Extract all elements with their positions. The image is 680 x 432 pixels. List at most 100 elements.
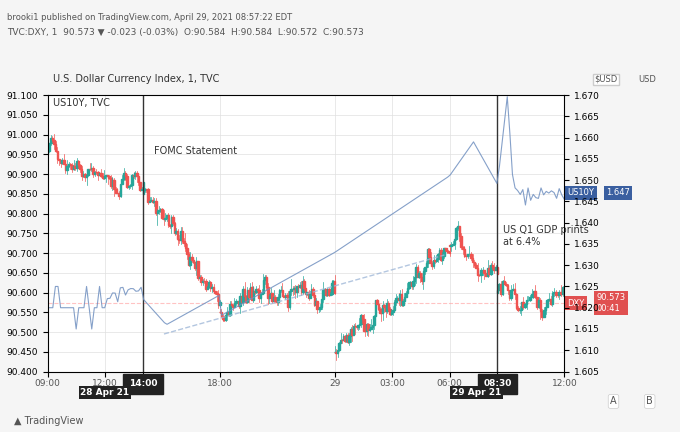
Bar bbox=[102, 176, 103, 178]
Bar bbox=[311, 289, 312, 294]
Bar bbox=[284, 295, 286, 297]
Bar bbox=[301, 285, 302, 292]
Bar bbox=[110, 178, 112, 186]
Bar bbox=[357, 325, 359, 327]
Bar bbox=[560, 292, 562, 294]
Bar bbox=[315, 301, 317, 305]
Bar bbox=[270, 293, 271, 296]
Bar bbox=[63, 160, 65, 164]
Bar bbox=[405, 292, 407, 297]
Bar bbox=[68, 164, 69, 166]
Bar bbox=[511, 290, 512, 298]
Text: FOMC Statement: FOMC Statement bbox=[154, 146, 237, 156]
Bar bbox=[352, 328, 353, 335]
Bar bbox=[379, 309, 381, 313]
Bar bbox=[165, 218, 166, 219]
Bar bbox=[47, 151, 48, 154]
Bar bbox=[149, 201, 150, 202]
Bar bbox=[462, 247, 464, 249]
Bar bbox=[133, 175, 135, 176]
Text: USD: USD bbox=[638, 75, 656, 84]
Bar bbox=[350, 328, 352, 337]
Bar bbox=[245, 296, 247, 302]
Bar bbox=[71, 165, 73, 169]
Bar bbox=[331, 283, 333, 294]
Bar bbox=[232, 305, 234, 307]
Bar bbox=[76, 161, 78, 168]
Bar bbox=[163, 218, 165, 219]
Bar bbox=[50, 138, 52, 143]
Bar bbox=[452, 244, 454, 245]
Bar bbox=[122, 179, 123, 184]
Bar bbox=[449, 252, 450, 253]
Bar bbox=[118, 193, 120, 197]
Bar bbox=[538, 299, 539, 307]
Bar bbox=[427, 248, 428, 263]
Text: US10Y, TVC: US10Y, TVC bbox=[53, 98, 109, 108]
Bar bbox=[290, 289, 292, 292]
Bar bbox=[408, 282, 409, 288]
Bar bbox=[199, 277, 201, 278]
Text: brooki1 published on TradingView.com, April 29, 2021 08:57:22 EDT: brooki1 published on TradingView.com, Ap… bbox=[7, 13, 292, 22]
Bar bbox=[260, 294, 261, 298]
Bar bbox=[496, 290, 498, 292]
Bar bbox=[500, 283, 502, 295]
Bar bbox=[112, 180, 114, 186]
Bar bbox=[130, 185, 131, 186]
Bar bbox=[84, 174, 86, 177]
Bar bbox=[257, 289, 258, 290]
Bar bbox=[58, 159, 60, 160]
Bar bbox=[353, 326, 354, 335]
Bar bbox=[457, 226, 458, 229]
Bar bbox=[449, 245, 450, 246]
Bar bbox=[258, 290, 260, 298]
Bar bbox=[97, 172, 99, 175]
Bar bbox=[536, 297, 538, 307]
Bar bbox=[545, 307, 546, 310]
Bar bbox=[413, 282, 414, 286]
Bar bbox=[299, 285, 301, 287]
Bar bbox=[348, 337, 350, 342]
Bar bbox=[288, 296, 289, 307]
Bar bbox=[80, 165, 81, 168]
Bar bbox=[551, 293, 553, 304]
Bar bbox=[219, 302, 220, 305]
Bar bbox=[394, 302, 395, 310]
Bar bbox=[407, 288, 408, 292]
Bar bbox=[194, 263, 196, 268]
Bar bbox=[286, 295, 288, 296]
Bar bbox=[279, 290, 280, 297]
Bar bbox=[483, 270, 485, 273]
Bar bbox=[52, 138, 53, 140]
Bar bbox=[358, 324, 360, 325]
Bar bbox=[415, 267, 417, 277]
Bar bbox=[101, 174, 102, 176]
Bar bbox=[144, 189, 146, 190]
Bar bbox=[213, 286, 214, 291]
Bar bbox=[158, 210, 160, 211]
Bar bbox=[432, 260, 435, 266]
Bar bbox=[214, 291, 216, 293]
Bar bbox=[252, 291, 254, 300]
Bar bbox=[171, 217, 172, 226]
Bar bbox=[207, 286, 208, 289]
Bar bbox=[488, 268, 490, 274]
Bar bbox=[541, 311, 543, 317]
Bar bbox=[155, 201, 156, 213]
Bar bbox=[389, 309, 391, 314]
Bar bbox=[188, 254, 190, 265]
Bar bbox=[216, 293, 218, 294]
Text: A: A bbox=[610, 397, 617, 407]
Bar bbox=[555, 292, 557, 295]
Bar bbox=[306, 292, 308, 294]
Bar bbox=[235, 301, 237, 303]
Bar bbox=[326, 289, 328, 295]
Bar bbox=[472, 258, 473, 262]
Bar bbox=[362, 315, 363, 319]
Bar bbox=[543, 310, 545, 317]
Bar bbox=[422, 271, 424, 281]
Bar bbox=[296, 286, 298, 292]
Bar bbox=[386, 303, 388, 311]
Bar bbox=[56, 151, 58, 159]
Bar bbox=[459, 226, 460, 236]
